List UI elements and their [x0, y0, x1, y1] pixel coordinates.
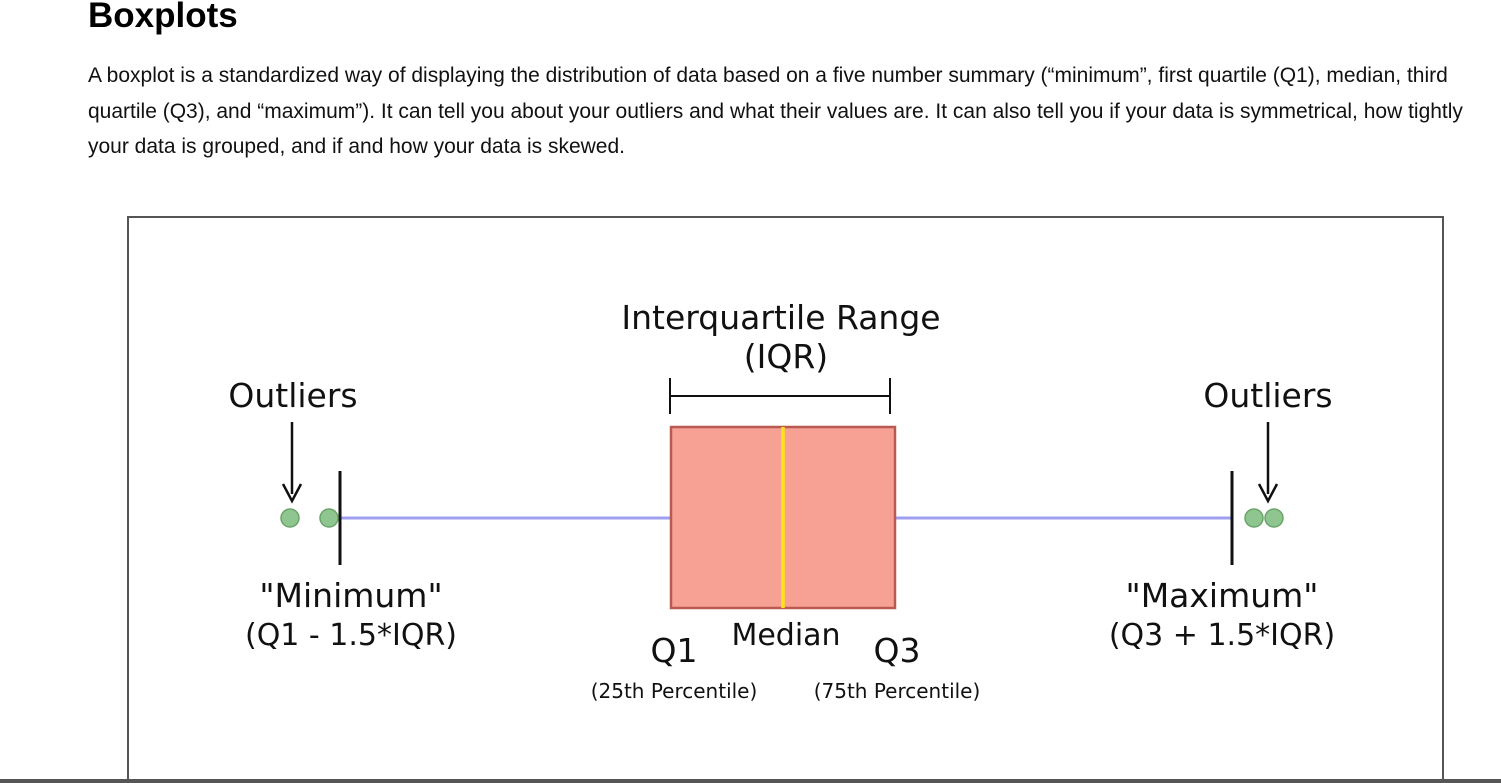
outliers-right-label: Outliers — [1203, 376, 1332, 415]
median-label: Median — [731, 618, 840, 653]
window-bottom-border — [0, 779, 1501, 783]
outlier-point — [319, 508, 339, 528]
q1-percentile-label: (25th Percentile) — [591, 679, 758, 703]
right-outlier-arrow-icon — [1257, 422, 1279, 504]
intro-paragraph: A boxplot is a standardized way of displ… — [88, 64, 1463, 158]
q3-label: Q3 — [874, 631, 921, 670]
iqr-label-title: Interquartile Range — [621, 298, 940, 337]
maximum-label: "Maximum" — [1126, 576, 1319, 615]
page-title: Boxplots — [88, 0, 238, 35]
q1-label: Q1 — [651, 631, 698, 670]
iqr-label-abbrev: (IQR) — [744, 337, 828, 376]
outlier-point — [1244, 508, 1264, 528]
maximum-formula: (Q3 + 1.5*IQR) — [1109, 618, 1335, 653]
outlier-point — [1264, 508, 1284, 528]
left-outlier-arrow-icon — [281, 422, 303, 504]
outliers-left-label: Outliers — [228, 376, 357, 415]
minimum-formula: (Q1 - 1.5*IQR) — [245, 618, 457, 653]
minimum-label: "Minimum" — [259, 576, 442, 615]
q3-percentile-label: (75th Percentile) — [814, 679, 981, 703]
outlier-point — [280, 508, 300, 528]
